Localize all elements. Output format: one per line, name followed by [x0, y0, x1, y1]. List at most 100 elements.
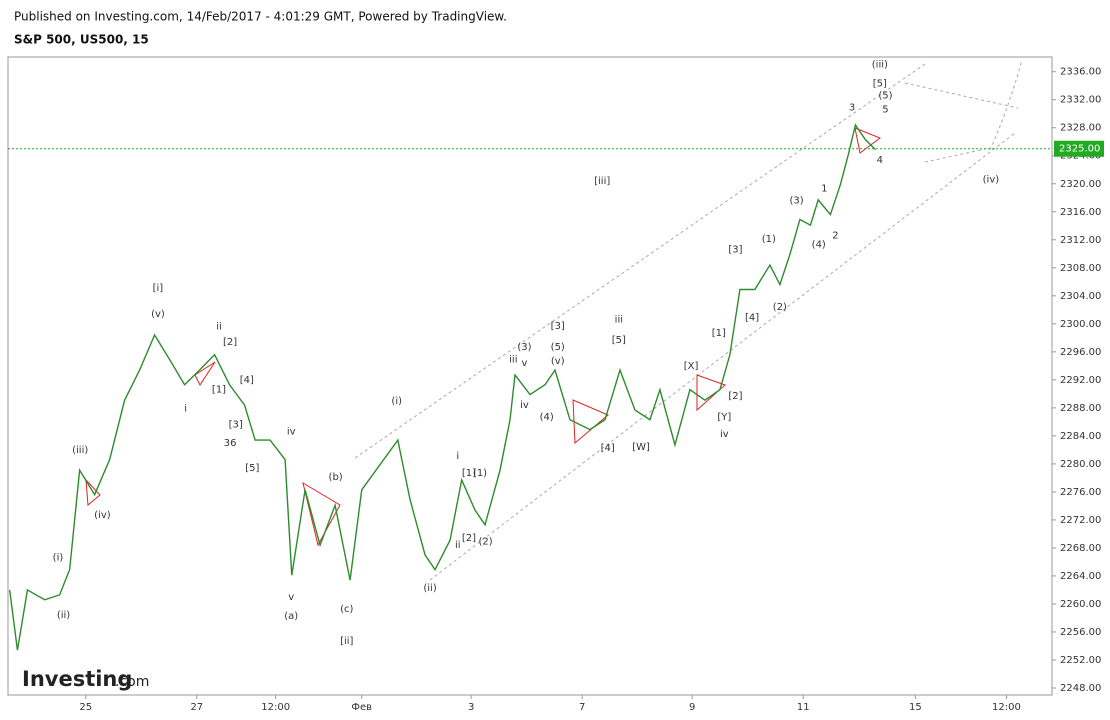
y-tick-label: 2308.00: [1060, 263, 1101, 274]
brand-suffix: .com: [115, 674, 149, 690]
wave-label: i: [456, 451, 459, 462]
x-tick-label: 3: [468, 702, 474, 713]
wave-label: [Y]: [717, 412, 731, 423]
wave-label: 1: [821, 184, 827, 195]
wave-label: (iv): [983, 175, 1000, 186]
y-tick-label: 2312.00: [1060, 235, 1101, 246]
wave-label: (a): [284, 611, 298, 622]
y-tick-label: 2264.00: [1060, 571, 1101, 582]
wave-label: (4): [540, 412, 554, 423]
wave-label: iii: [509, 355, 517, 366]
price-line: [8, 123, 876, 651]
wave-label: [X]: [684, 361, 699, 372]
wave-label: [4]: [240, 375, 254, 386]
wave-label: [1]: [212, 385, 226, 396]
wave-label: (b): [329, 472, 343, 483]
wave-label: [1]: [462, 468, 476, 479]
wave-label: [2]: [462, 533, 476, 544]
y-tick-label: 2332.00: [1060, 95, 1101, 106]
wave-label: ii: [455, 540, 461, 551]
y-tick-label: 2296.00: [1060, 347, 1101, 358]
y-tick-label: 2260.00: [1060, 599, 1101, 610]
x-tick-label: 27: [190, 702, 203, 713]
wave-label: 36: [224, 438, 237, 449]
wave-label: 4: [877, 155, 883, 166]
y-tick-label: 2300.00: [1060, 319, 1101, 330]
wave-label: [W]: [632, 442, 650, 453]
wave-label: (iii): [872, 60, 888, 71]
x-tick-label: 12:00: [261, 702, 290, 713]
triangle: [85, 478, 101, 507]
lower-channel: [429, 132, 1016, 581]
triangle: [302, 481, 341, 547]
y-tick-label: 2288.00: [1060, 403, 1101, 414]
projection-line: [904, 82, 1019, 109]
upper-channel: [354, 63, 926, 459]
wave-label: [i]: [153, 283, 164, 294]
x-tick-label: Фев: [351, 702, 372, 713]
projection-line: [924, 147, 991, 163]
y-tick-label: 2304.00: [1060, 291, 1101, 302]
x-tick-label: 25: [79, 702, 92, 713]
wave-label: [5]: [612, 335, 626, 346]
wave-label: (iv): [94, 510, 111, 521]
symbol-title: S&P 500, US500, 15: [14, 33, 149, 47]
wave-label: (i): [53, 553, 64, 564]
wave-label: [4]: [745, 313, 759, 324]
y-tick-label: 2248.00: [1060, 683, 1101, 694]
wave-label: (2): [773, 302, 787, 313]
wave-label: (v): [151, 309, 165, 320]
wave-label: [2]: [728, 391, 742, 402]
channel-lines: [354, 59, 1023, 581]
wave-label: (3): [517, 342, 531, 353]
wave-label: [4]: [601, 443, 615, 454]
wave-label: v: [288, 592, 294, 603]
wave-label: (iii): [72, 445, 88, 456]
wave-label: (1): [473, 468, 487, 479]
wave-label: [5]: [873, 79, 887, 90]
x-tick-label: 12:00: [992, 702, 1021, 713]
y-tick-label: 2268.00: [1060, 543, 1101, 554]
wave-label: [3]: [551, 321, 565, 332]
y-tick-label: 2328.00: [1060, 123, 1101, 134]
y-tick-label: 2336.00: [1060, 67, 1101, 78]
y-tick-label: 2320.00: [1060, 179, 1101, 190]
wave-label: 2: [832, 231, 838, 242]
wave-label: (i): [391, 396, 402, 407]
triangle: [854, 127, 882, 154]
wave-label: ii: [216, 322, 222, 333]
brand-logo: Investing: [22, 667, 132, 691]
y-tick-label: 2276.00: [1060, 487, 1101, 498]
wave-label: (4): [812, 240, 826, 251]
x-tick-label: 15: [909, 702, 922, 713]
wave-label: [iii]: [594, 176, 610, 187]
wave-label: (ii): [57, 610, 70, 621]
wave-label: [3]: [229, 420, 243, 431]
y-tick-label: 2252.00: [1060, 655, 1101, 666]
wave-label: [3]: [728, 245, 742, 256]
wave-label: iii: [615, 315, 623, 326]
wave-label: (2): [478, 537, 492, 548]
plot-frame: [7, 56, 1053, 696]
wave-label: i: [184, 404, 187, 415]
wave-label: [5]: [245, 463, 259, 474]
triangle: [194, 361, 216, 387]
triangle: [696, 374, 726, 412]
y-tick-label: 2280.00: [1060, 459, 1101, 470]
x-tick-label: 7: [579, 702, 585, 713]
wave-label: (3): [789, 196, 803, 207]
wave-label: [ii]: [340, 636, 353, 647]
wave-label: (ii): [423, 583, 436, 594]
wave-label: iv: [520, 400, 529, 411]
projection-curve: [989, 59, 1023, 151]
wave-label: (1): [762, 234, 776, 245]
last-price-label: 2325.00: [1059, 144, 1100, 155]
y-tick-label: 2316.00: [1060, 207, 1101, 218]
triangles: [85, 127, 882, 547]
wave-label: 3: [849, 102, 855, 113]
published-note: Published on Investing.com, 14/Feb/2017 …: [14, 10, 507, 24]
wave-label: iv: [287, 427, 296, 438]
wave-label: [2]: [223, 337, 237, 348]
x-tick-label: 11: [797, 702, 810, 713]
